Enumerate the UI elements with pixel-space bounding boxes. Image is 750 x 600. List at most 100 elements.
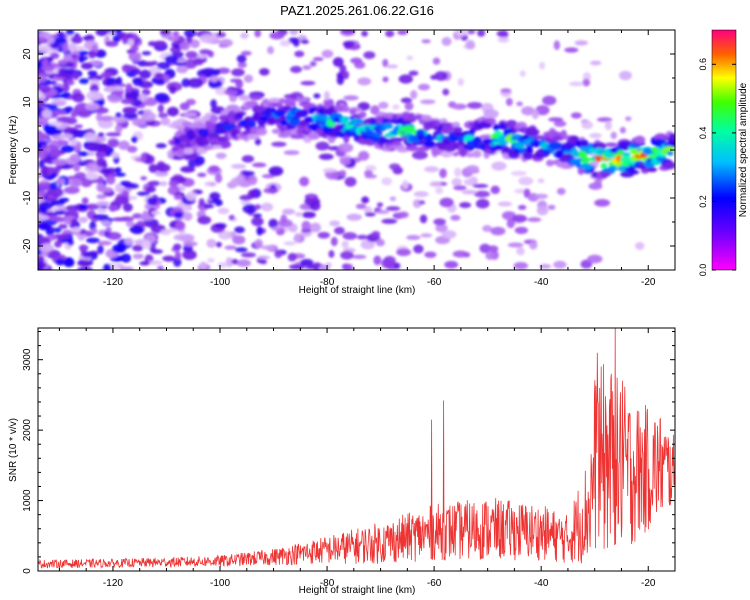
spectrogram-noise-cell	[54, 216, 66, 223]
spectrogram-noise-cell	[156, 61, 171, 70]
spectrogram-noise-cell	[147, 260, 163, 266]
spectrogram-noise-cell	[114, 183, 123, 193]
spectrogram-noise-cell	[78, 50, 89, 56]
spectrogram-noise-cell	[120, 98, 135, 105]
spectrogram-ridge-cell	[302, 108, 309, 117]
spectrogram-noise-cell	[248, 175, 258, 186]
spectrogram-noise-cell	[356, 234, 368, 240]
spectrogram-ridge-cell	[246, 133, 260, 140]
spectrogram-ridge-cell	[548, 141, 563, 150]
spectrogram-noise-cell	[413, 244, 424, 254]
spectrogram-noise-cell	[166, 106, 179, 117]
spectrogram-ridge-cell	[256, 127, 268, 136]
spectrogram-noise-cell	[181, 78, 191, 88]
spectrogram-ridge-cell	[459, 148, 467, 157]
spectrogram-ridge-cell	[545, 159, 555, 167]
spectrogram-noise-cell	[69, 138, 78, 146]
spectrogram-ridge-cell	[600, 162, 608, 169]
spectrogram-noise-cell	[141, 239, 152, 250]
spectrogram-noise-cell	[124, 183, 139, 190]
spectrogram-noise-cell	[238, 94, 251, 101]
spectrogram-noise-cell	[619, 126, 626, 134]
spectrogram-noise-cell	[159, 30, 171, 35]
snr-series-line	[38, 328, 675, 569]
spectrogram-noise-cell	[389, 196, 397, 202]
spectrogram-noise-cell	[299, 176, 310, 187]
spectrogram-noise-cell	[594, 199, 611, 207]
spectrogram-noise-cell	[292, 37, 300, 47]
spectrogram-ridge-cell	[343, 134, 350, 144]
spectrogram-noise-cell	[131, 136, 138, 143]
spectrogram-noise-cell	[154, 78, 166, 86]
snr-y-tick-label: 3000	[22, 348, 33, 371]
spectrogram-noise-cell	[382, 76, 389, 83]
spectrogram-noise-cell	[96, 208, 108, 213]
spectrogram-noise-cell	[115, 167, 122, 174]
spectrogram-noise-cell	[357, 77, 372, 86]
spectrogram-noise-cell	[148, 164, 159, 173]
spectrogram-noise-cell	[185, 51, 198, 59]
spectrogram-noise-cell	[119, 216, 135, 222]
spectrogram-noise-cell	[497, 36, 510, 43]
spectrogram-noise-cell	[300, 39, 310, 44]
spectrogram-noise-cell	[125, 220, 135, 228]
spectrogram-noise-cell	[411, 151, 428, 160]
spectrogram-noise-cell	[381, 177, 393, 186]
spectrogram-noise-cell	[58, 223, 68, 230]
spectrogram-noise-cell	[290, 65, 302, 74]
spectrogram-noise-cell	[581, 121, 594, 130]
spectrogram-noise-cell	[439, 168, 447, 179]
spectrogram-ridge-cell	[578, 150, 588, 158]
spectrogram-noise-cell	[376, 202, 384, 208]
spectrogram-ridge-cell	[552, 135, 565, 141]
spectrogram-noise-cell	[38, 44, 52, 53]
spectrogram-noise-cell	[208, 165, 220, 173]
spectrogram-noise-cell	[38, 201, 54, 210]
spectrogram-noise-cell	[517, 204, 527, 210]
spectrogram-noise-cell	[73, 162, 81, 172]
spectrogram-noise-cell	[350, 57, 363, 64]
spectrogram-frame	[37, 29, 676, 271]
spectrogram-noise-cell	[116, 76, 123, 85]
spectrogram-noise-cell	[421, 39, 431, 44]
spectrogram-x-tick-label: -100	[210, 277, 230, 288]
spectrogram-noise-cell	[157, 265, 165, 270]
spectrogram-noise-cell	[38, 69, 42, 76]
spectrogram-noise-cell	[336, 74, 345, 85]
spectrogram-noise-cell	[215, 152, 227, 159]
spectrogram-noise-cell	[473, 190, 490, 198]
spectrogram-noise-cell	[153, 40, 167, 46]
spectrogram-noise-cell	[439, 197, 454, 208]
spectrogram-noise-cell	[229, 94, 238, 103]
spectrogram-noise-cell	[123, 112, 138, 119]
spectrogram-x-tick-label: -60	[427, 277, 442, 288]
spectrogram-noise-cell	[457, 78, 465, 86]
spectrogram-noise-cell	[378, 101, 389, 109]
spectrogram-noise-cell	[514, 226, 529, 235]
spectrogram-noise-cell	[329, 220, 341, 227]
spectrogram-ridge-cell	[392, 141, 402, 146]
spectrogram-noise-cell	[432, 57, 441, 65]
spectrogram-noise-cell	[55, 258, 65, 266]
spectrogram-noise-cell	[307, 194, 316, 199]
spectrogram-noise-cell	[310, 61, 317, 67]
spectrogram-noise-cell	[38, 237, 51, 243]
spectrogram-noise-cell	[48, 249, 59, 258]
snr-x-tick-label: -120	[103, 578, 123, 589]
spectrogram-noise-cell	[105, 132, 122, 137]
spectrogram-ridge-cell	[571, 149, 579, 157]
spectrogram-noise-cell	[155, 143, 167, 149]
spectrogram-noise-cell	[463, 178, 475, 186]
spectrogram-ridge-cell	[402, 125, 416, 134]
spectrogram-ridge-cell	[342, 105, 350, 113]
spectrogram-noise-cell	[119, 266, 134, 270]
spectrogram-noise-cell	[172, 30, 180, 37]
spectrogram-noise-cell	[198, 198, 205, 207]
spectrogram-noise-cell	[235, 78, 244, 89]
spectrogram-noise-cell	[268, 218, 279, 229]
spectrogram-noise-cell	[424, 251, 437, 258]
spectrogram-noise-cell	[539, 61, 546, 70]
spectrogram-noise-cell	[105, 150, 112, 157]
spectrogram-y-tick-label: -10	[22, 190, 33, 205]
spectrogram-noise-cell	[82, 252, 96, 258]
